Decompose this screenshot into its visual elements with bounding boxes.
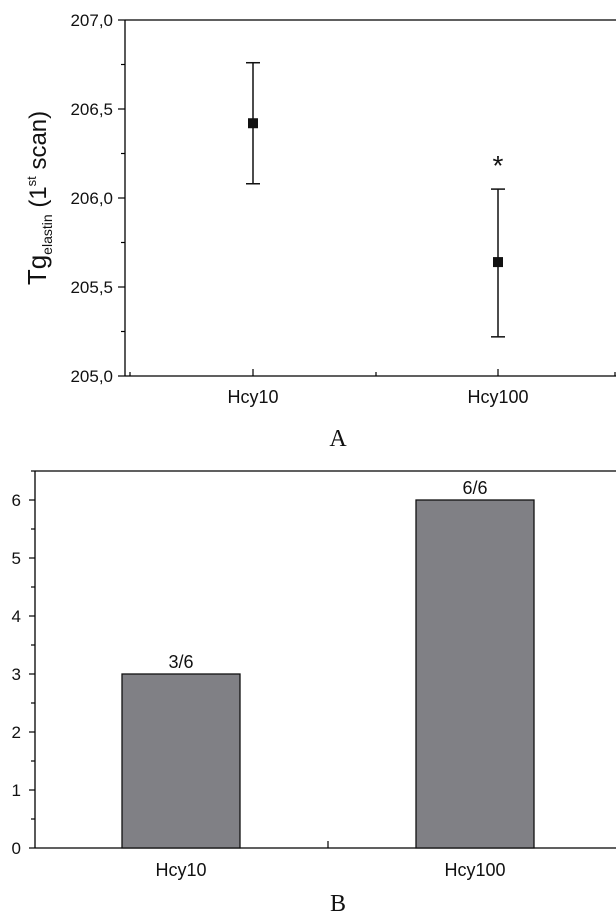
panel-a-y-tick-label: 205,5 (70, 278, 113, 297)
panel-b-chart: 0 1 2 3 4 5 6 Hcy10 Hcy100 3/6 6/6 B (12, 470, 616, 917)
bar-data-label: 3/6 (168, 652, 193, 672)
data-point-marker (493, 257, 503, 268)
panel-a-y-tick-label: 207,0 (70, 11, 113, 30)
panel-b-y-tick-label: 3 (12, 665, 21, 684)
panel-b-y-tick-label: 1 (12, 781, 21, 800)
panel-b-x-tick-label: Hcy10 (155, 860, 206, 880)
panel-b-x-ticks: Hcy10 Hcy100 (155, 841, 506, 880)
panel-b-y-tick-label: 4 (12, 607, 21, 626)
panel-a-y-tick-label: 206,5 (70, 100, 113, 119)
panel-a-y-ticks: 205,0 205,5 206,0 206,5 207,0 (70, 11, 125, 386)
panel-a-x-ticks: Hcy10 Hcy100 (129, 369, 616, 407)
panel-b-x-tick-label: Hcy100 (444, 860, 505, 880)
panel-a-y-axis-label: Tgelastin (1st scan) (22, 111, 55, 285)
panel-b-y-tick-label: 5 (12, 549, 21, 568)
panel-a-x-tick-label: Hcy100 (467, 387, 528, 407)
panel-b-y-tick-label: 2 (12, 723, 21, 742)
panel-b-marks: 3/6 6/6 (121, 478, 535, 849)
panel-a-marks: * (246, 61, 505, 338)
panel-b-y-tick-label: 6 (12, 491, 21, 510)
panel-a-axes (124, 19, 616, 377)
panel-b-y-tick-label: 0 (12, 839, 21, 858)
panel-a-label: A (329, 426, 347, 452)
panel-b-label: B (330, 891, 346, 917)
significance-marker: * (493, 150, 504, 181)
panel-a-y-tick-label: 205,0 (70, 367, 113, 386)
data-point-marker (248, 118, 258, 129)
bar (121, 673, 241, 849)
bar-data-label: 6/6 (462, 478, 487, 498)
panel-b-y-ticks: 0 1 2 3 4 5 6 (12, 470, 35, 858)
bar (415, 499, 535, 849)
panel-a-x-tick-label: Hcy10 (227, 387, 278, 407)
panel-a-y-tick-label: 206,0 (70, 189, 113, 208)
